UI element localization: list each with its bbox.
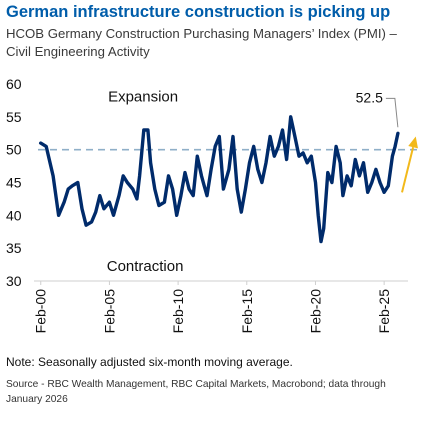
x-tick-label: Feb-20 bbox=[307, 289, 323, 334]
x-tick-label: Feb-15 bbox=[239, 289, 255, 334]
x-tick-label: Feb-10 bbox=[170, 289, 186, 334]
y-tick-label: 60 bbox=[6, 76, 22, 92]
y-tick-labels: 60 55 50 45 40 35 30 bbox=[6, 76, 22, 289]
y-tick-label: 35 bbox=[6, 240, 22, 256]
chart-note: Note: Seasonally adjusted six-month movi… bbox=[6, 355, 293, 369]
trend-arrow-head bbox=[408, 136, 418, 149]
chart-source: Source - RBC Wealth Management, RBC Capi… bbox=[6, 379, 386, 405]
chart-subtitle: HCOB Germany Construction Purchasing Man… bbox=[6, 26, 397, 59]
trend-arrow bbox=[401, 136, 418, 193]
trend-arrow-shaft bbox=[401, 146, 415, 193]
x-tick-label: Feb-00 bbox=[33, 289, 49, 334]
last-value-leader bbox=[385, 97, 399, 128]
expansion-label: Expansion bbox=[108, 89, 178, 106]
last-value-label: 52.5 bbox=[356, 89, 383, 105]
pmi-series-line bbox=[39, 115, 400, 244]
y-tick-label: 30 bbox=[6, 273, 22, 289]
y-tick-label: 40 bbox=[6, 207, 22, 223]
x-tick-label: Feb-05 bbox=[101, 289, 117, 334]
chart-title: German infrastructure construction is pi… bbox=[6, 3, 391, 21]
x-tick-labels: Feb-00 Feb-05 Feb-10 Feb-15 Feb-20 Feb-25 bbox=[33, 289, 392, 334]
y-tick-label: 50 bbox=[6, 142, 22, 158]
y-tick-label: 55 bbox=[6, 109, 22, 125]
x-tick-marks bbox=[40, 281, 385, 285]
y-tick-label: 45 bbox=[6, 175, 22, 191]
contraction-label: Contraction bbox=[107, 258, 184, 275]
line-chart: 60 55 50 45 40 35 30 Expansion Contraction 52.… bbox=[6, 76, 418, 334]
x-tick-label: Feb-25 bbox=[376, 289, 392, 334]
